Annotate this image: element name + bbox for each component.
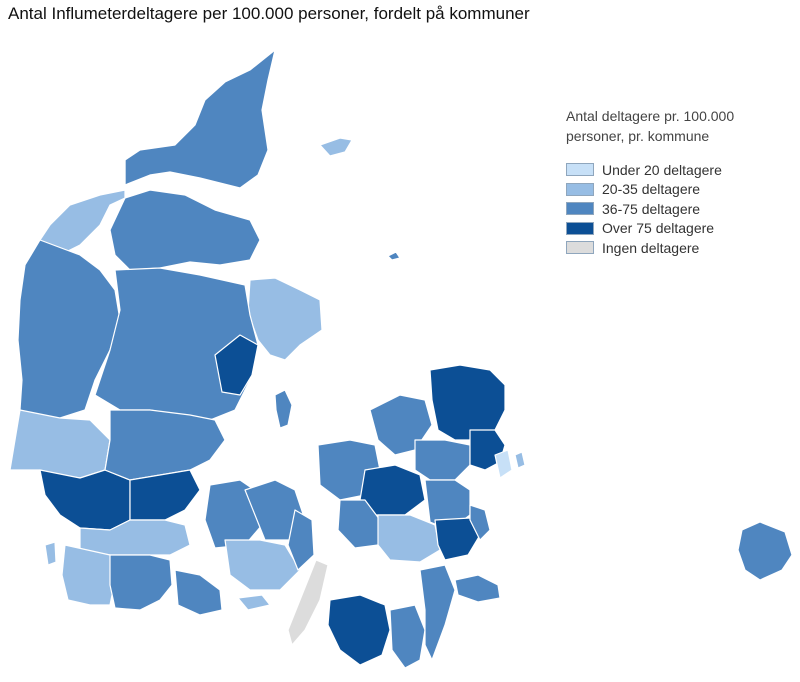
legend-swatch (566, 163, 594, 177)
island-saltholm[interactable] (514, 451, 526, 469)
region-roskilde[interactable] (414, 439, 471, 481)
region-himmerland[interactable] (109, 189, 261, 271)
island-aero[interactable] (237, 594, 271, 611)
island-fano[interactable] (44, 541, 57, 566)
island-anholt[interactable] (387, 251, 401, 261)
legend-label: Over 75 deltagere (602, 220, 715, 237)
region-naestved[interactable] (377, 514, 441, 563)
region-stevns[interactable] (469, 504, 491, 541)
map-title: Antal Influmeterdeltagere per 100.000 pe… (8, 4, 530, 23)
region-als[interactable] (174, 569, 223, 616)
region-bornholm[interactable] (737, 521, 793, 581)
region-langeland[interactable] (287, 559, 329, 646)
region-central-jutland[interactable] (94, 267, 259, 421)
region-tonder[interactable] (61, 544, 116, 606)
region-sonderborg[interactable] (109, 554, 173, 611)
legend-item: Over 75 deltagere (566, 219, 766, 239)
region-lolland[interactable] (327, 594, 391, 666)
region-south-jutland-west[interactable] (9, 409, 111, 479)
region-west-jutland[interactable] (17, 239, 121, 421)
region-mon[interactable] (454, 574, 501, 603)
legend-swatch (566, 202, 594, 216)
legend-label: Under 20 deltagere (602, 161, 722, 178)
island-amager[interactable] (494, 449, 513, 479)
legend-item: 20-35 deltagere (566, 180, 766, 200)
region-guldborgsund[interactable] (389, 604, 426, 669)
legend-label: 20-35 deltagere (602, 181, 701, 198)
legend-heading: Antal deltagere pr. 100.000 personer, pr… (566, 106, 766, 146)
legend-item: Under 20 deltagere (566, 160, 766, 180)
legend-item: Ingen deltagere (566, 238, 766, 258)
region-north-jutland[interactable] (124, 49, 276, 189)
region-djursland[interactable] (247, 277, 323, 361)
region-vordingborg[interactable] (419, 564, 456, 661)
map-legend: Antal deltagere pr. 100.000 personer, pr… (566, 106, 766, 258)
legend-heading-line2: personer, pr. kommune (566, 128, 710, 144)
legend-label: Ingen deltagere (602, 239, 700, 256)
region-aarhus[interactable] (214, 334, 259, 396)
region-ribe[interactable] (39, 469, 131, 531)
legend-heading-line1: Antal deltagere pr. 100.000 (566, 108, 735, 124)
island-samso[interactable] (274, 389, 293, 429)
island-laeso[interactable] (319, 137, 353, 157)
region-nyborg[interactable] (287, 509, 315, 571)
legend-swatch (566, 182, 594, 196)
region-vejle[interactable] (104, 409, 226, 481)
legend-swatch (566, 241, 594, 255)
legend-item: 36-75 deltagere (566, 199, 766, 219)
legend-swatch (566, 221, 594, 235)
region-north-zealand[interactable] (429, 364, 506, 441)
legend-label: 36-75 deltagere (602, 200, 701, 217)
legend-items: Under 20 deltagere 20-35 deltagere 36-75… (566, 160, 766, 258)
region-funen-south[interactable] (224, 539, 301, 591)
